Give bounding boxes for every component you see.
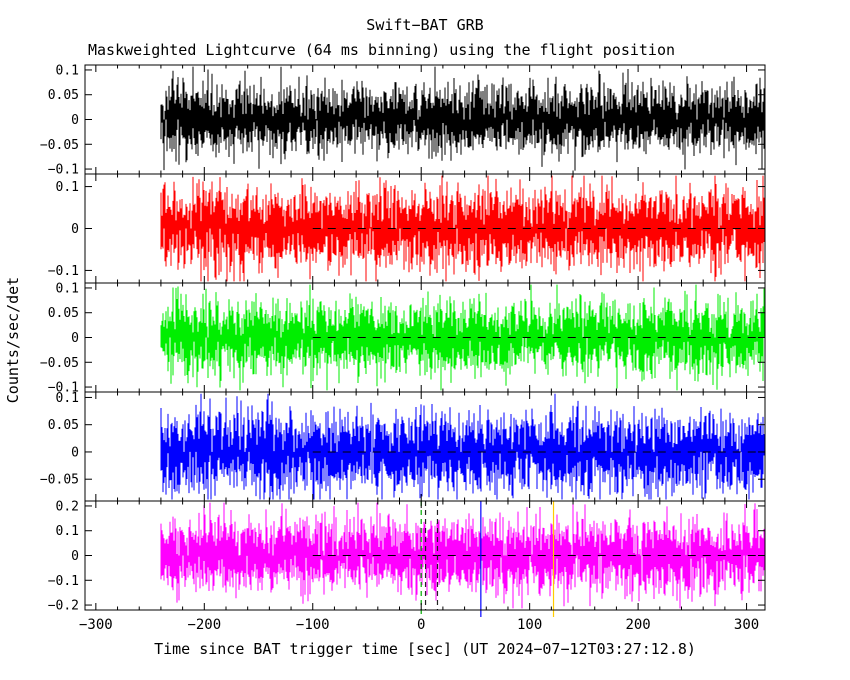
y-tick-label: −0.2: [48, 599, 79, 614]
y-tick-label: −0.05: [40, 138, 79, 153]
y-tick-label: 0.1: [56, 524, 79, 539]
x-tick-label: 200: [625, 617, 650, 633]
y-tick-label: 0.05: [48, 418, 79, 433]
y-tick-label: −0.1: [48, 574, 79, 589]
y-tick-label: 0.2: [56, 499, 79, 514]
y-tick-label: −0.1: [48, 163, 79, 178]
x-tick-label: −100: [296, 617, 330, 633]
y-tick-label: −0.05: [40, 473, 79, 488]
y-tick-label: −0.1: [48, 264, 79, 279]
y-tick-label: 0: [71, 549, 79, 564]
y-tick-label: 0: [71, 113, 79, 128]
chart-title: Swift−BAT GRB: [366, 16, 483, 34]
x-axis-label: Time since BAT trigger time [sec] (UT 20…: [154, 640, 696, 658]
y-tick-label: −0.05: [40, 356, 79, 371]
plot-area: 0.10.050−0.05−0.10.10−0.10.10.050−0.05−0…: [40, 63, 766, 633]
x-tick-label: 300: [734, 617, 759, 633]
chart-subtitle: Maskweighted Lightcurve (64 ms binning) …: [88, 41, 675, 59]
y-tick-label: 0: [71, 222, 79, 237]
y-tick-label: 0.1: [56, 180, 79, 195]
y-tick-label: 0.05: [48, 306, 79, 321]
y-tick-label: 0: [71, 445, 79, 460]
y-axis-label: Counts/sec/det: [4, 277, 22, 403]
y-tick-label: 0.1: [56, 281, 79, 296]
y-tick-label: 0: [71, 331, 79, 346]
y-tick-label: 0.05: [48, 88, 79, 103]
y-tick-label: −0.1: [48, 381, 79, 396]
x-tick-label: 0: [417, 617, 425, 633]
y-tick-label: 0.1: [56, 391, 79, 406]
x-tick-label: −200: [187, 617, 221, 633]
x-tick-label: −300: [79, 617, 113, 633]
y-tick-label: 0.1: [56, 63, 79, 78]
x-tick-label: 100: [517, 617, 542, 633]
